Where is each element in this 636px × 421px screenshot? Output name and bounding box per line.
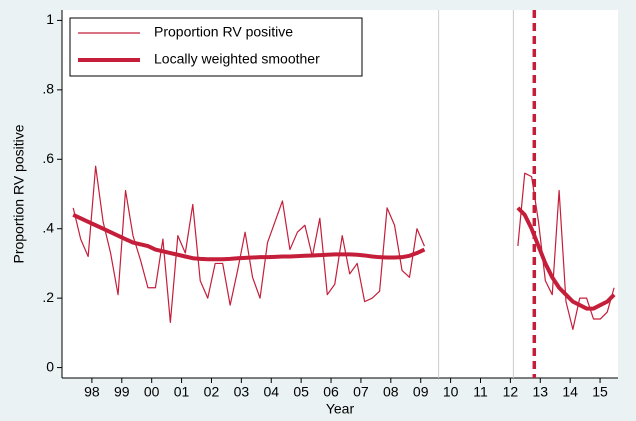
x-tick-label: 10 [443, 384, 459, 400]
y-axis-title: Proportion RV positive [11, 124, 27, 263]
y-tick-label: .4 [42, 219, 54, 235]
x-tick-label: 03 [234, 384, 250, 400]
series-line [72, 213, 426, 262]
x-tick-label: 13 [532, 384, 548, 400]
series-line [517, 172, 615, 330]
y-tick-label: 0 [46, 358, 54, 374]
series-line [516, 206, 616, 311]
y-tick-label: .2 [42, 289, 54, 305]
legend-box [69, 17, 363, 77]
x-tick-label: 01 [174, 384, 190, 400]
x-tick-label: 09 [413, 384, 429, 400]
series-line [72, 165, 426, 324]
x-tick-label: 02 [204, 384, 220, 400]
y-tick-label: .8 [42, 81, 54, 97]
x-tick-label: 06 [323, 384, 339, 400]
x-tick-label: 05 [293, 384, 309, 400]
x-axis-title: Year [326, 401, 355, 417]
x-tick-label: 14 [562, 384, 578, 400]
x-tick-label: 12 [503, 384, 519, 400]
y-tick-label: 1 [46, 11, 54, 27]
x-tick-label: 98 [84, 384, 100, 400]
legend-label: Proportion RV positive [154, 24, 293, 40]
legend-label: Locally weighted smoother [154, 51, 320, 67]
x-tick-label: 15 [592, 384, 608, 400]
x-tick-label: 11 [473, 384, 488, 400]
x-tick-label: 07 [353, 384, 369, 400]
x-tick-label: 04 [263, 384, 279, 400]
x-tick-label: 08 [383, 384, 399, 400]
x-tick-label: 00 [144, 384, 160, 400]
x-tick-label: 99 [114, 384, 130, 400]
y-tick-label: .6 [42, 150, 54, 166]
